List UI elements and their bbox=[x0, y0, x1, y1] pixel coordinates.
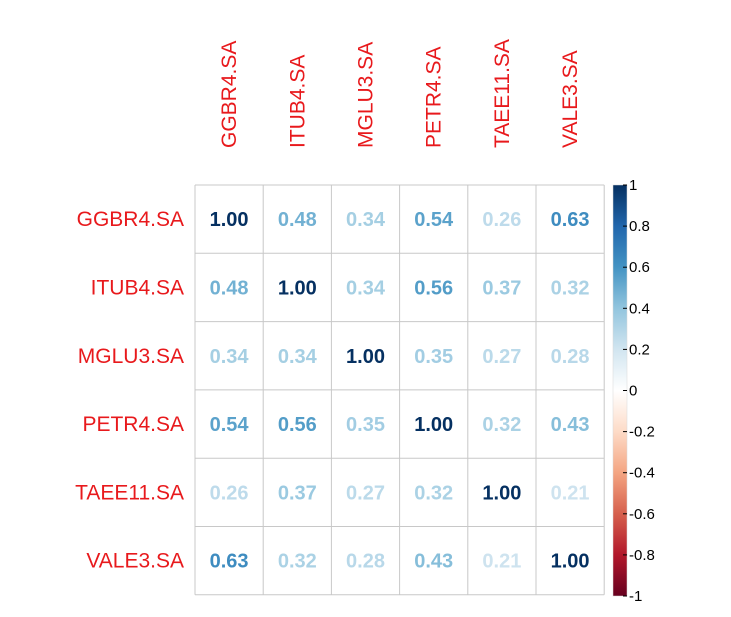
cell-value: 0.21 bbox=[551, 482, 590, 504]
row-label: TAEE11.SA bbox=[75, 481, 184, 504]
colorbar-tick-label: -0.4 bbox=[629, 465, 655, 482]
cell-value: 1.00 bbox=[278, 277, 317, 299]
column-label: TAEE11.SA bbox=[491, 39, 514, 148]
cell-value: 0.54 bbox=[414, 209, 454, 231]
column-labels: GGBR4.SA ITUB4.SA MGLU3.SA PETR4.SA TAEE11.S… bbox=[218, 39, 582, 148]
colorbar-tick-label: -0.2 bbox=[629, 424, 655, 441]
cell-value: 0.28 bbox=[346, 551, 385, 573]
cell-value: 0.32 bbox=[278, 551, 317, 573]
row-label: GGBR4.SA bbox=[77, 208, 184, 231]
cell-value: 0.37 bbox=[482, 277, 521, 299]
cell-value: 1.00 bbox=[482, 482, 521, 504]
cell-value: 0.34 bbox=[346, 209, 386, 231]
cell-value: 0.34 bbox=[278, 346, 318, 368]
column-label: VALE3.SA bbox=[559, 50, 582, 148]
cell-value: 0.26 bbox=[482, 209, 521, 231]
cell-value: 0.48 bbox=[278, 209, 317, 231]
cell-value: 0.63 bbox=[551, 209, 590, 231]
column-label: ITUB4.SA bbox=[286, 55, 309, 148]
colorbar-tick-label: 0.6 bbox=[629, 259, 650, 276]
heatmap-cells: 1.00 0.48 0.34 0.54 0.26 0.63 0.48 1.00 0.34 0.56… bbox=[210, 209, 590, 573]
cell-value: 0.35 bbox=[414, 346, 453, 368]
cell-value: 0.43 bbox=[551, 414, 590, 436]
heatmap-grid bbox=[194, 184, 605, 596]
column-label: PETR4.SA bbox=[423, 46, 446, 148]
cell-value: 0.48 bbox=[210, 277, 249, 299]
colorbar: 1 0.8 0.6 0.4 0.2 0 -0.2 -0.4 -0.6 -0.8 -1 bbox=[612, 177, 655, 605]
cell-value: 1.00 bbox=[210, 209, 249, 231]
colorbar-tick-label: -1 bbox=[629, 588, 642, 605]
colorbar-tick-label: 0.2 bbox=[629, 341, 650, 358]
cell-value: 1.00 bbox=[414, 414, 453, 436]
cell-value: 0.32 bbox=[551, 277, 590, 299]
cell-value: 0.56 bbox=[414, 277, 453, 299]
row-label: ITUB4.SA bbox=[91, 276, 184, 299]
cell-value: 0.63 bbox=[210, 551, 249, 573]
cell-value: 0.54 bbox=[210, 414, 250, 436]
row-labels: GGBR4.SA ITUB4.SA MGLU3.SA PETR4.SA TAEE11.S… bbox=[75, 208, 184, 573]
cell-value: 0.32 bbox=[414, 482, 453, 504]
cell-value: 0.21 bbox=[482, 551, 521, 573]
cell-value: 1.00 bbox=[346, 346, 385, 368]
column-label: MGLU3.SA bbox=[355, 42, 378, 148]
cell-value: 0.34 bbox=[210, 346, 250, 368]
cell-value: 0.34 bbox=[346, 277, 386, 299]
column-label: GGBR4.SA bbox=[218, 41, 241, 148]
cell-value: 0.56 bbox=[278, 414, 317, 436]
colorbar-tick-label: -0.8 bbox=[629, 547, 655, 564]
cell-value: 0.35 bbox=[346, 414, 385, 436]
cell-value: 0.32 bbox=[482, 414, 521, 436]
colorbar-tick-label: 1 bbox=[629, 177, 637, 194]
cell-value: 1.00 bbox=[551, 551, 590, 573]
cell-value: 0.43 bbox=[414, 551, 453, 573]
colorbar-tick-label: 0 bbox=[629, 383, 637, 400]
row-label: MGLU3.SA bbox=[78, 345, 184, 368]
colorbar-tick-label: 0.4 bbox=[629, 300, 650, 317]
colorbar-tick-label: 0.8 bbox=[629, 218, 650, 235]
cell-value: 0.27 bbox=[346, 482, 385, 504]
row-label: PETR4.SA bbox=[82, 413, 184, 436]
row-label: VALE3.SA bbox=[86, 550, 184, 573]
cell-value: 0.28 bbox=[551, 346, 590, 368]
cell-value: 0.27 bbox=[482, 346, 521, 368]
cell-value: 0.26 bbox=[210, 482, 249, 504]
cell-value: 0.37 bbox=[278, 482, 317, 504]
colorbar-tick-label: -0.6 bbox=[629, 506, 655, 523]
